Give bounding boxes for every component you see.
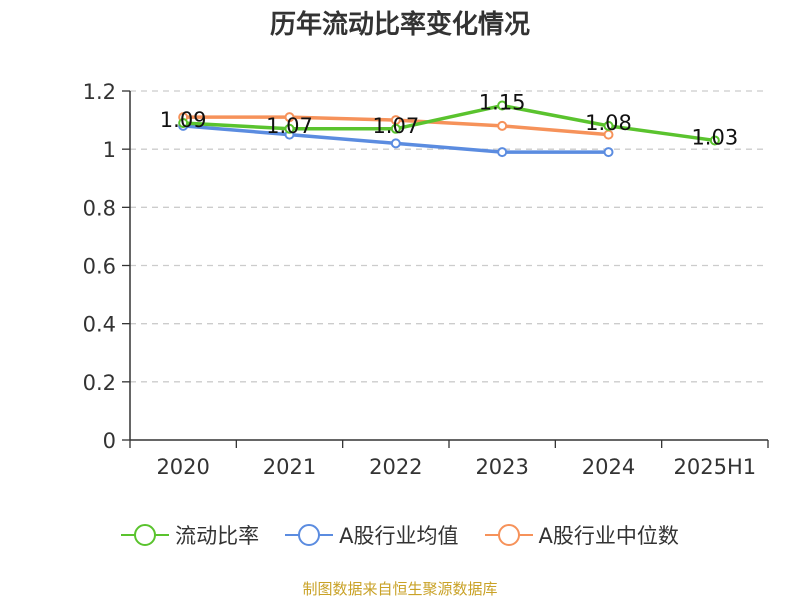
- data-point: [284, 123, 295, 134]
- data-point: [709, 135, 720, 146]
- y-tick-label: 0.6: [83, 255, 116, 279]
- x-tick-label: 2024: [582, 455, 635, 479]
- legend-label: 流动比率: [175, 524, 260, 548]
- y-tick-label: 1.2: [83, 80, 116, 104]
- data-point: [603, 120, 614, 131]
- series-1: [178, 100, 720, 146]
- data-point: [178, 117, 189, 128]
- data-label: 1.15: [479, 91, 526, 115]
- data-point: [284, 112, 295, 123]
- legend-label: A股行业中位数: [538, 524, 679, 548]
- y-tick-label: 0.2: [83, 371, 116, 395]
- legend-swatch-industry-mean: [285, 523, 334, 547]
- series-line: [183, 103, 716, 143]
- legend-item-current-ratio[interactable]: 流动比率: [121, 520, 259, 550]
- data-label: 1.08: [585, 111, 632, 135]
- y-tick-label: 0: [103, 429, 116, 453]
- chart-title: 历年流动比率变化情况: [269, 10, 530, 40]
- data-source-note: 制图数据来自恒生聚源数据库: [302, 580, 498, 598]
- x-tick-label: 2023: [475, 455, 528, 479]
- data-label: 1.09: [160, 108, 207, 132]
- legend-swatch-industry-median: [484, 523, 533, 547]
- x-tick-label: 2025H1: [674, 455, 757, 479]
- legend-swatch-current-ratio: [121, 523, 170, 547]
- legend-item-industry-mean[interactable]: A股行业均值: [285, 520, 459, 550]
- legend: 流动比率 A股行业均值 A股行业中位数: [0, 520, 800, 550]
- x-tick-label: 2022: [369, 455, 422, 479]
- y-tick-label: 0.4: [83, 313, 116, 337]
- data-point: [497, 100, 508, 111]
- y-tick-label: 1: [103, 138, 116, 162]
- data-label: 1.03: [691, 125, 738, 149]
- x-tick-label: 2021: [263, 455, 316, 479]
- data-point: [603, 147, 614, 158]
- data-label: 1.07: [372, 114, 419, 138]
- x-tick-label: 2020: [156, 455, 209, 479]
- legend-label: A股行业均值: [339, 524, 459, 548]
- data-point: [390, 123, 401, 134]
- data-point: [497, 120, 508, 131]
- y-tick-label: 0.8: [83, 196, 116, 220]
- data-label: 1.07: [266, 114, 313, 138]
- data-point: [497, 147, 508, 158]
- data-point: [390, 138, 401, 149]
- legend-item-industry-median[interactable]: A股行业中位数: [484, 520, 679, 550]
